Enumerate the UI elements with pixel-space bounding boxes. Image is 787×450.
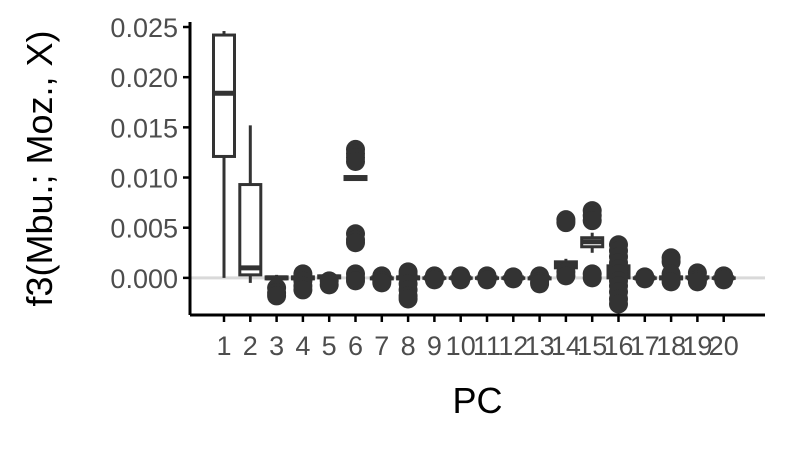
- box-pc-13: [527, 266, 552, 294]
- outlier-point: [661, 272, 681, 292]
- outlier-point: [556, 266, 576, 286]
- outlier-point: [556, 213, 576, 233]
- outlier-point: [267, 286, 287, 306]
- x-tick-label: 11: [473, 331, 501, 361]
- y-tick-label: 0.020: [110, 63, 178, 93]
- box-pc-5: [317, 271, 342, 295]
- outlier-point: [346, 151, 365, 171]
- box-pc-10: [448, 266, 473, 290]
- axes-layer: [188, 22, 765, 317]
- box-pc-14: [553, 210, 578, 286]
- outlier-point: [293, 280, 313, 300]
- box-pc-9: [422, 266, 447, 290]
- box-pc-17: [632, 267, 657, 289]
- x-tick-label: 20: [709, 331, 739, 361]
- outlier-point: [346, 233, 365, 253]
- x-tick-label: 17: [630, 331, 660, 361]
- outlier-point: [503, 269, 523, 289]
- outlier-point: [582, 211, 602, 231]
- x-tick-label: 5: [322, 331, 337, 361]
- outlier-point: [530, 274, 550, 294]
- box-pc-18: [659, 248, 684, 292]
- box-pc-15: [580, 201, 605, 288]
- x-tick-label: 1: [216, 331, 231, 361]
- x-tick-label: 4: [295, 331, 310, 361]
- boxes-layer: [212, 31, 736, 314]
- outlier-point: [451, 270, 471, 290]
- box-pc-2: [238, 125, 263, 283]
- x-tick-label: 12: [498, 331, 528, 361]
- x-tick-label: 3: [269, 331, 284, 361]
- box-pc-6: [343, 139, 368, 291]
- outlier-point: [424, 270, 444, 290]
- box-iqr: [238, 183, 263, 277]
- x-axis-title: PC: [452, 380, 502, 421]
- x-tick-label: 6: [348, 331, 363, 361]
- x-tick-label: 7: [374, 331, 389, 361]
- box-pc-19: [685, 263, 710, 292]
- box-pc-7: [369, 266, 394, 293]
- box-pc-3: [264, 274, 289, 306]
- y-tick-label: 0.005: [110, 214, 178, 244]
- outlier-point: [714, 270, 734, 290]
- y-tick-label: 0.015: [110, 113, 178, 143]
- outlier-point: [687, 272, 707, 292]
- outlier-point: [398, 289, 418, 309]
- x-tick-label: 15: [577, 331, 607, 361]
- x-tick-label: 16: [603, 331, 633, 361]
- outlier-point: [609, 294, 628, 314]
- x-tick-label: 9: [427, 331, 442, 361]
- outlier-point: [635, 269, 655, 289]
- box-pc-4: [290, 264, 315, 300]
- x-tick-label: 18: [656, 331, 686, 361]
- box-pc-20: [711, 266, 736, 290]
- x-tick-label: 13: [525, 331, 555, 361]
- box-pc-1: [212, 31, 236, 278]
- box-pc-11: [475, 266, 499, 290]
- outlier-point: [477, 270, 497, 290]
- outlier-point: [319, 275, 339, 295]
- x-tick-label: 8: [401, 331, 416, 361]
- outlier-point: [372, 273, 392, 293]
- x-tick-label: 10: [446, 331, 476, 361]
- outlier-point: [346, 271, 365, 291]
- box-pc-12: [501, 267, 526, 289]
- outlier-point: [582, 268, 602, 288]
- box-pc-16: [606, 235, 631, 314]
- x-tick-label: 19: [682, 331, 712, 361]
- x-tick-label: 14: [551, 331, 581, 361]
- box-pc-8: [396, 262, 421, 309]
- y-tick-label: 0.025: [110, 13, 178, 43]
- box-iqr: [212, 33, 236, 158]
- y-tick-label: 0.010: [110, 164, 178, 194]
- y-tick-label: 0.000: [110, 264, 178, 294]
- y-axis-title: f3(Mbu.; Moz., X): [19, 30, 60, 306]
- x-tick-label: 2: [243, 331, 258, 361]
